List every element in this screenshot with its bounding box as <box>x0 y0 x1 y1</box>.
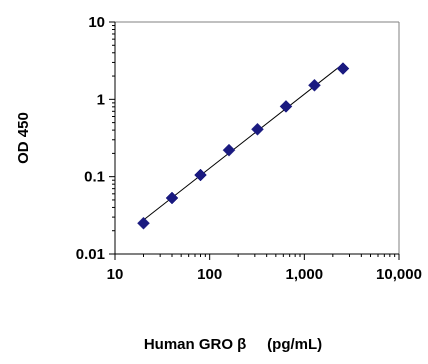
x-tick-label: 1,000 <box>286 266 324 283</box>
data-point <box>336 62 350 75</box>
y-tick-label: 10 <box>88 14 105 31</box>
data-point <box>279 100 293 113</box>
fit-line <box>143 63 344 221</box>
data-point <box>194 168 207 182</box>
x-tick-label: 10 <box>107 266 124 283</box>
data-point <box>251 122 264 136</box>
data-point <box>222 143 236 157</box>
plot-area: 0.01 0.1 1 10 10 100 1,000 10,000 <box>76 14 422 283</box>
x-tick-label: 10,000 <box>376 266 422 283</box>
y-tick-label: 0.1 <box>84 169 105 186</box>
x-tick-label: 100 <box>197 266 222 283</box>
data-point <box>308 78 321 92</box>
data-point <box>165 191 179 205</box>
y-axis-title: OD 450 <box>15 112 32 164</box>
x-axis-title: Human GRO β (pg/mL) <box>144 336 322 353</box>
data-point <box>137 216 150 230</box>
y-tick-label: 0.01 <box>76 246 105 263</box>
y-tick-label: 1 <box>97 91 105 108</box>
